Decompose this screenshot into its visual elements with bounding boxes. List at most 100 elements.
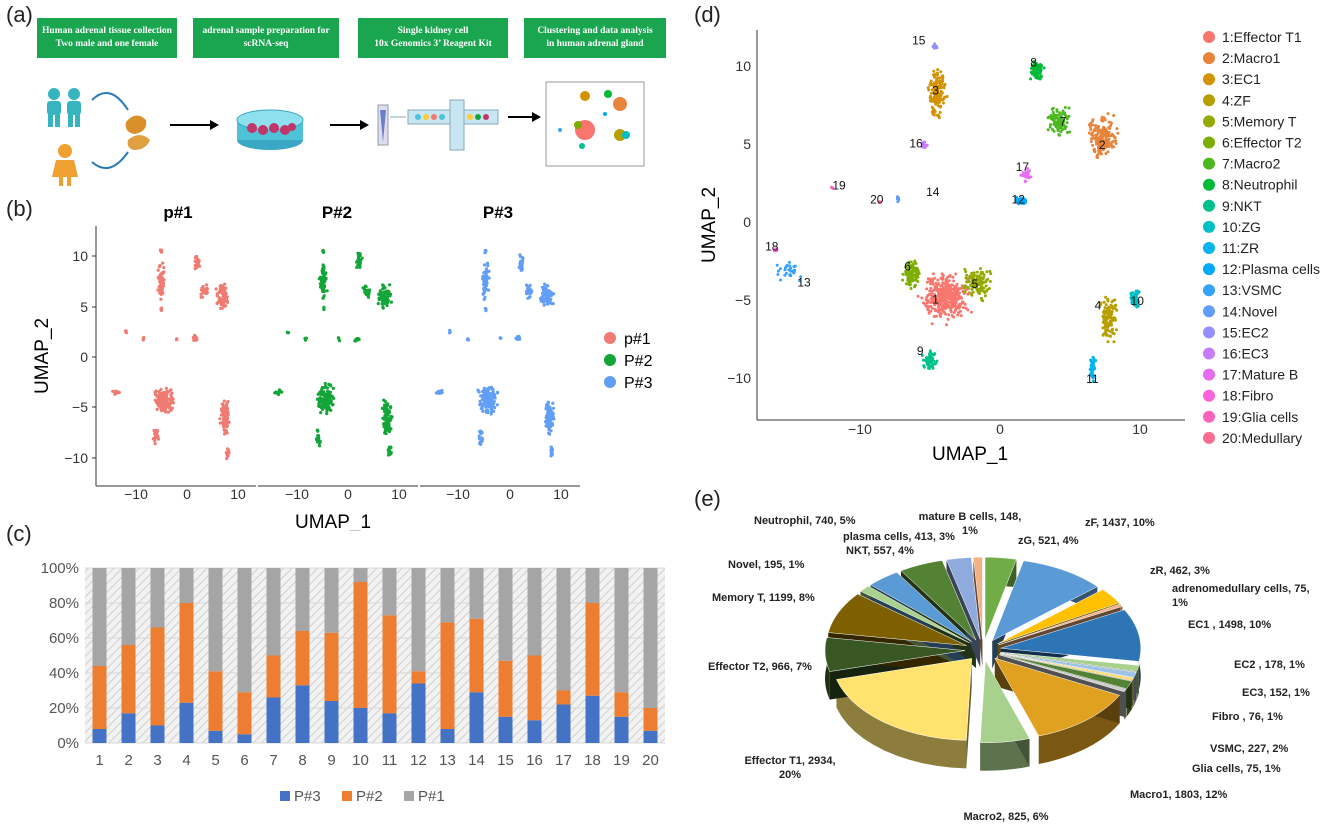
umap-point (1106, 309, 1110, 313)
umap-point (548, 422, 552, 426)
umap-point (175, 337, 179, 341)
umap-point (793, 268, 797, 272)
y-tick-label: −10 (727, 370, 751, 386)
umap-point (1049, 117, 1053, 121)
umap-point (159, 283, 163, 287)
bar-segment-P#2 (527, 655, 542, 721)
pie-slice (979, 659, 1030, 743)
umap-point (904, 270, 908, 274)
umap-point (1059, 115, 1063, 119)
pie-slice (946, 557, 981, 640)
umap-point (466, 337, 470, 342)
umap-point (970, 271, 974, 275)
umap-point (159, 291, 163, 296)
umap-point (547, 409, 551, 414)
umap-point (947, 300, 951, 304)
umap-point (933, 293, 937, 296)
umap-point (984, 284, 988, 288)
umap-point (489, 407, 493, 411)
umap-point (123, 329, 127, 333)
umap-point (937, 282, 941, 286)
umap-point (356, 251, 360, 255)
umap-point (389, 446, 393, 450)
umap-point (904, 282, 908, 286)
umap-point (225, 425, 229, 429)
pie-slice-label: adrenomedullary cells, 75, 1% (1172, 583, 1310, 609)
umap-point (1090, 375, 1094, 379)
umap-point (1048, 125, 1052, 129)
umap-point (980, 282, 984, 286)
cluster-label: 6 (904, 260, 911, 274)
umap-point (788, 260, 791, 264)
bar-segment-P#3 (585, 695, 600, 743)
umap-point (1096, 145, 1100, 149)
umap-point (325, 398, 330, 402)
facet-title-p1: p#1 (163, 203, 192, 222)
umap-point (931, 272, 935, 276)
umap-point (942, 97, 946, 100)
legend-swatch (1203, 52, 1215, 65)
umap-point (1115, 328, 1118, 332)
umap-point (1063, 126, 1067, 130)
pie-slice-side (1038, 695, 1120, 765)
legend-label: 13:VSMC (1222, 282, 1282, 298)
legend-swatch (1203, 31, 1215, 43)
umap-point (195, 254, 199, 259)
umap-point (933, 85, 937, 89)
umap-point (776, 273, 780, 276)
y-tick-label: 80% (49, 595, 79, 612)
umap-point (223, 406, 227, 410)
pie-slice-label: mature B cells, 148, 1% (919, 511, 1022, 537)
umap-point (1025, 167, 1029, 170)
umap-point (962, 306, 965, 310)
umap-point (930, 322, 934, 326)
legend-label: 9:NKT (1222, 198, 1262, 214)
legend-label: P#1 (418, 788, 445, 805)
umap-point (936, 278, 940, 282)
umap-point (1091, 368, 1095, 372)
umap-point (1136, 304, 1140, 308)
umap-point (163, 408, 167, 412)
umap-point (935, 73, 939, 77)
umap-point (161, 281, 165, 285)
umap-point (964, 306, 968, 310)
umap-point (541, 288, 546, 292)
step-4-line-1: Clustering and data analysis (537, 26, 653, 37)
umap-point (1032, 60, 1036, 64)
plot-background (85, 568, 665, 743)
umap-point (939, 284, 943, 288)
umap-point (1055, 116, 1059, 120)
umap-point (1057, 113, 1061, 117)
umap-point (1039, 75, 1043, 79)
umap-point (382, 293, 386, 297)
umap-point (322, 305, 326, 309)
umap-point (220, 407, 224, 411)
pie-slice (900, 560, 977, 641)
umap-point (929, 297, 933, 301)
umap-point (830, 186, 834, 190)
umap-point (485, 276, 489, 280)
umap-point (897, 197, 900, 200)
umap-point (938, 111, 942, 114)
umap-point (1091, 131, 1095, 134)
bar-segment-P#1 (353, 568, 368, 582)
bar-segment-P#1 (266, 568, 281, 656)
umap-point (194, 335, 198, 339)
umap-point (321, 391, 325, 395)
umap-point (932, 92, 936, 96)
umap-point (914, 262, 918, 265)
umap-point (1087, 131, 1091, 135)
umap-point (223, 432, 227, 436)
umap-point (1095, 154, 1099, 157)
umap-point (217, 299, 221, 303)
umap-point (906, 263, 910, 267)
umap-point (199, 292, 203, 296)
cluster-label: 7 (1060, 115, 1067, 129)
umap-point (939, 83, 943, 86)
umap-point (383, 399, 387, 404)
umap-point (1099, 134, 1103, 138)
legend-swatch (1203, 305, 1215, 318)
umap-point (914, 278, 918, 282)
umap-point (1089, 358, 1093, 362)
umap-point (945, 280, 949, 284)
